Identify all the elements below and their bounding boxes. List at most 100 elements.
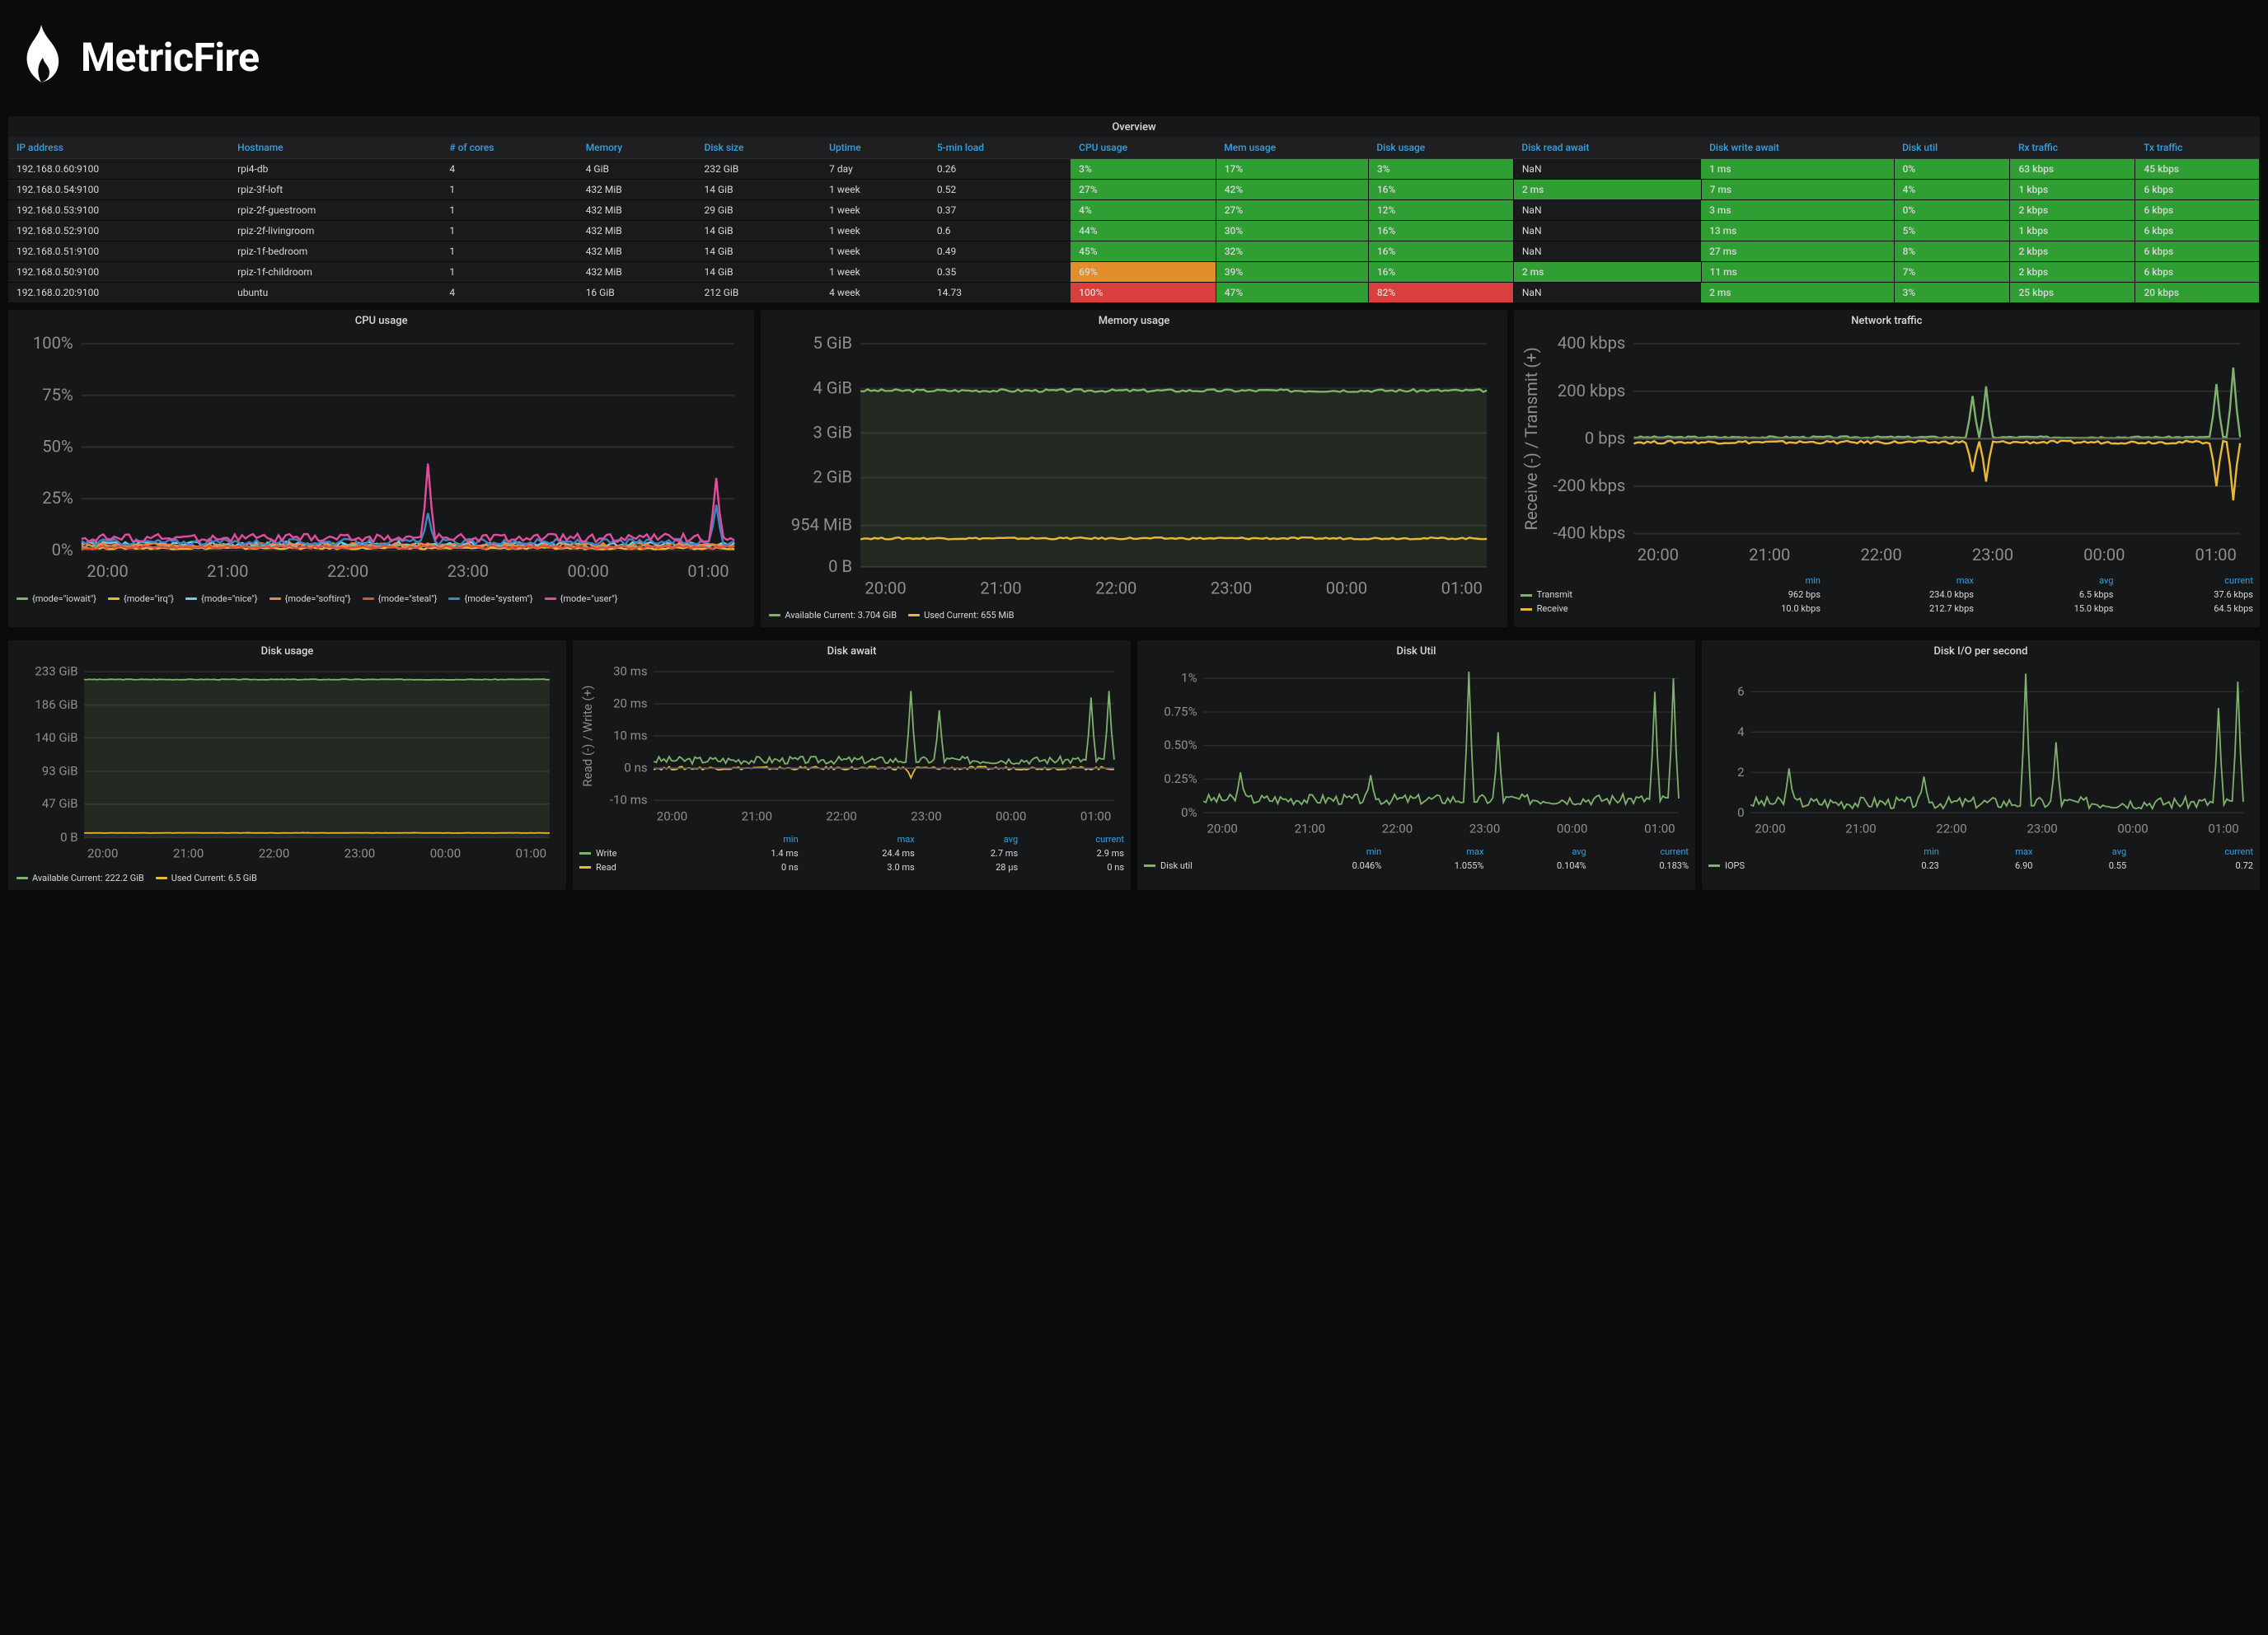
legend-item[interactable]: Used Current: 6.5 GiB bbox=[156, 873, 257, 883]
table-row[interactable]: 192.168.0.60:9100rpi4-db44 GiB232 GiB7 d… bbox=[8, 159, 2260, 180]
overview-col-header[interactable]: Tx traffic bbox=[2135, 137, 2260, 159]
table-cell: rpiz-1f-bedroom bbox=[229, 241, 441, 262]
table-row[interactable]: 192.168.0.53:9100rpiz-2f-guestroom1432 M… bbox=[8, 200, 2260, 221]
overview-col-header[interactable]: Disk read await bbox=[1513, 137, 1701, 159]
svg-text:01:00: 01:00 bbox=[2208, 822, 2238, 836]
overview-col-header[interactable]: Memory bbox=[578, 137, 696, 159]
overview-col-header[interactable]: Mem usage bbox=[1216, 137, 1368, 159]
legend-item[interactable]: {mode="softirq"} bbox=[269, 593, 351, 604]
legend-item[interactable]: Available Current: 3.704 GiB bbox=[769, 610, 897, 621]
disk-iops-chart[interactable]: 024620:0021:0022:0023:0000:0001:00 bbox=[1708, 664, 2253, 837]
brand-header: MetricFire bbox=[8, 8, 2260, 116]
stats-table: minmaxavgcurrentDisk util0.046%1.055%0.1… bbox=[1137, 845, 1695, 873]
legend-swatch bbox=[545, 597, 556, 600]
svg-text:22:00: 22:00 bbox=[327, 561, 368, 581]
stats-header: avg bbox=[921, 832, 1024, 846]
stats-row[interactable]: Write1.4 ms24.4 ms2.7 ms2.9 ms bbox=[573, 846, 1131, 860]
legend-swatch bbox=[16, 597, 28, 600]
overview-col-header[interactable]: CPU usage bbox=[1071, 137, 1216, 159]
overview-col-header[interactable]: Disk usage bbox=[1368, 137, 1513, 159]
table-row[interactable]: 192.168.0.54:9100rpiz-3f-loft1432 MiB14 … bbox=[8, 180, 2260, 200]
stats-header: current bbox=[2133, 845, 2260, 859]
table-cell: 7 ms bbox=[1701, 180, 1894, 200]
table-cell: 13 ms bbox=[1701, 221, 1894, 241]
legend-swatch bbox=[269, 597, 281, 600]
table-row[interactable]: 192.168.0.51:9100rpiz-1f-bedroom1432 MiB… bbox=[8, 241, 2260, 262]
legend-item[interactable]: Used Current: 655 MiB bbox=[908, 610, 1014, 621]
svg-text:10 ms: 10 ms bbox=[613, 728, 648, 743]
table-cell: ubuntu bbox=[229, 283, 441, 303]
disk-await-chart[interactable]: -10 ms0 ns10 ms20 ms30 ms20:0021:0022:00… bbox=[579, 664, 1124, 825]
table-cell: 29 GiB bbox=[696, 200, 822, 221]
network-stats: minmaxavgcurrentTransmit962 bps234.0 kbp… bbox=[1514, 574, 2260, 616]
stats-row[interactable]: Transmit962 bps234.0 kbps6.5 kbps37.6 kb… bbox=[1514, 588, 2260, 602]
overview-col-header[interactable]: Disk write await bbox=[1701, 137, 1894, 159]
stats-name: Receive bbox=[1514, 602, 1688, 616]
legend-item[interactable]: Available Current: 222.2 GiB bbox=[16, 873, 144, 883]
legend-item[interactable]: {mode="irq"} bbox=[108, 593, 174, 604]
table-cell: NaN bbox=[1513, 283, 1701, 303]
overview-col-header[interactable]: 5-min load bbox=[929, 137, 1071, 159]
disk-util-chart[interactable]: 0%0.25%0.50%0.75%1%20:0021:0022:0023:000… bbox=[1144, 664, 1689, 837]
svg-text:400 kbps: 400 kbps bbox=[1558, 334, 1625, 353]
table-cell: 4 GiB bbox=[578, 159, 696, 180]
table-cell: 12% bbox=[1368, 200, 1513, 221]
table-cell: 1 bbox=[441, 241, 577, 262]
overview-col-header[interactable]: Disk util bbox=[1894, 137, 2010, 159]
table-cell: 27% bbox=[1216, 200, 1368, 221]
table-cell: 432 MiB bbox=[578, 200, 696, 221]
svg-text:50%: 50% bbox=[42, 437, 73, 457]
table-row[interactable]: 192.168.0.52:9100rpiz-2f-livingroom1432 … bbox=[8, 221, 2260, 241]
legend-swatch bbox=[579, 852, 591, 855]
network-traffic-chart[interactable]: -400 kbps-200 kbps0 bps200 kbps400 kbps2… bbox=[1521, 334, 2253, 567]
overview-col-header[interactable]: Uptime bbox=[821, 137, 929, 159]
svg-text:0 ns: 0 ns bbox=[624, 761, 647, 775]
legend-label: Used Current: 6.5 GiB bbox=[171, 873, 257, 883]
svg-text:21:00: 21:00 bbox=[742, 809, 772, 824]
stats-row[interactable]: IOPS0.236.900.550.72 bbox=[1702, 859, 2260, 873]
overview-col-header[interactable]: # of cores bbox=[441, 137, 577, 159]
svg-text:00:00: 00:00 bbox=[430, 846, 461, 861]
svg-text:30 ms: 30 ms bbox=[613, 664, 648, 679]
svg-text:20:00: 20:00 bbox=[87, 846, 118, 861]
overview-col-header[interactable]: Hostname bbox=[229, 137, 441, 159]
legend-item[interactable]: {mode="user"} bbox=[545, 593, 618, 604]
stats-value: 64.5 kbps bbox=[2120, 602, 2260, 616]
legend-item[interactable]: {mode="system"} bbox=[448, 593, 532, 604]
overview-col-header[interactable]: IP address bbox=[8, 137, 229, 159]
svg-text:20:00: 20:00 bbox=[657, 809, 687, 824]
table-cell: NaN bbox=[1513, 200, 1701, 221]
stats-row[interactable]: Read0 ns3.0 ms28 µs0 ns bbox=[573, 860, 1131, 874]
overview-col-header[interactable]: Disk size bbox=[696, 137, 822, 159]
svg-text:0 B: 0 B bbox=[60, 830, 78, 845]
table-row[interactable]: 192.168.0.50:9100rpiz-1f-childroom1432 M… bbox=[8, 262, 2260, 283]
table-cell: 69% bbox=[1071, 262, 1216, 283]
svg-text:23:00: 23:00 bbox=[2027, 822, 2057, 836]
svg-text:20:00: 20:00 bbox=[1637, 545, 1678, 565]
svg-text:00:00: 00:00 bbox=[996, 809, 1026, 824]
table-row[interactable]: 192.168.0.20:9100ubuntu416 GiB212 GiB4 w… bbox=[8, 283, 2260, 303]
legend-item[interactable]: {mode="iowait"} bbox=[16, 593, 96, 604]
legend-item[interactable]: {mode="nice"} bbox=[185, 593, 258, 604]
stats-value: 0.046% bbox=[1286, 859, 1388, 873]
disk-usage-chart[interactable]: 0 B47 GiB93 GiB140 GiB186 GiB233 GiB20:0… bbox=[15, 664, 560, 862]
stats-value: 0.55 bbox=[2039, 859, 2133, 873]
table-cell: 1 week bbox=[821, 180, 929, 200]
stats-row[interactable]: Receive10.0 kbps212.7 kbps15.0 kbps64.5 … bbox=[1514, 602, 2260, 616]
stats-row[interactable]: Disk util0.046%1.055%0.104%0.183% bbox=[1137, 859, 1695, 873]
legend-swatch bbox=[448, 597, 460, 600]
table-cell: 6 kbps bbox=[2135, 262, 2260, 283]
disk-util-stats: minmaxavgcurrentDisk util0.046%1.055%0.1… bbox=[1137, 845, 1695, 873]
svg-text:0 B: 0 B bbox=[828, 556, 852, 576]
stats-table: minmaxavgcurrentIOPS0.236.900.550.72 bbox=[1702, 845, 2260, 873]
stats-value: 234.0 kbps bbox=[1827, 588, 1980, 602]
stats-header: current bbox=[1024, 832, 1131, 846]
legend-item[interactable]: {mode="steal"} bbox=[363, 593, 438, 604]
overview-title: Overview bbox=[8, 116, 2260, 137]
cpu-usage-chart[interactable]: 0%25%50%75%100%20:0021:0022:0023:0000:00… bbox=[15, 334, 747, 583]
legend-label: Available Current: 3.704 GiB bbox=[785, 610, 897, 621]
memory-usage-chart[interactable]: 0 B954 MiB2 GiB3 GiB4 GiB5 GiB20:0021:00… bbox=[767, 334, 1500, 600]
table-cell: 0.49 bbox=[929, 241, 1071, 262]
overview-col-header[interactable]: Rx traffic bbox=[2010, 137, 2135, 159]
svg-text:22:00: 22:00 bbox=[1095, 578, 1136, 597]
